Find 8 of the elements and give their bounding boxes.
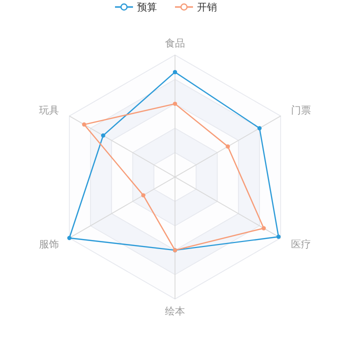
spoke-label: 食品 <box>165 37 185 50</box>
legend-label: 预算 <box>137 2 157 14</box>
legend-label: 开销 <box>197 2 217 14</box>
spoke-label: 玩具 <box>38 105 59 116</box>
spoke-label: 医疗 <box>291 238 312 251</box>
spoke-label: 服饰 <box>38 238 59 251</box>
spoke-label: 门票 <box>291 104 312 116</box>
spoke-label: 绘本 <box>165 306 185 318</box>
